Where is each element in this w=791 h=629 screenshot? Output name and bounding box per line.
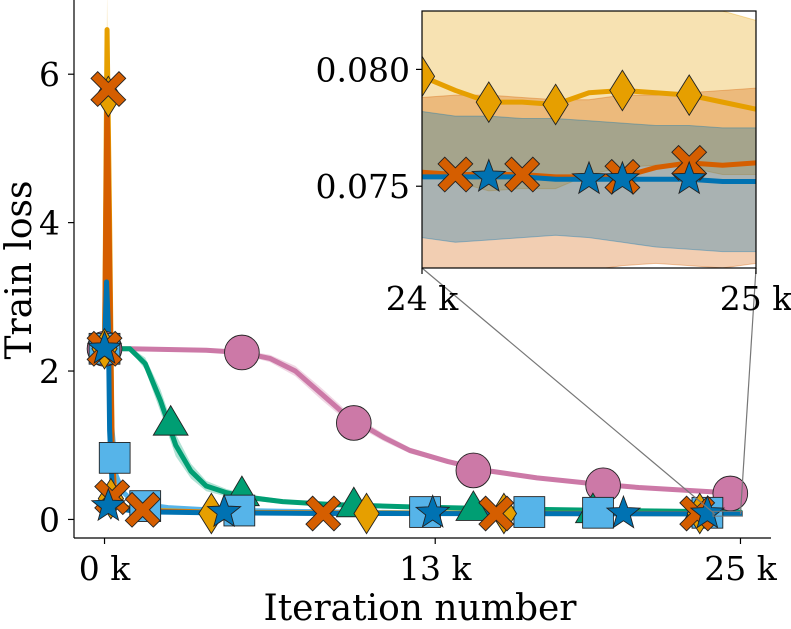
series-5-marker <box>86 330 123 364</box>
series-4-marker <box>478 495 515 532</box>
inset-series-2-marker <box>671 160 707 195</box>
inset-frame <box>421 10 757 269</box>
x-axis-label: Iteration number <box>263 588 577 629</box>
y-tick-label: 4 <box>39 204 60 243</box>
inset-series <box>422 11 756 268</box>
inset-ticks: 24 k 25 k 0.075 0.080 <box>316 50 791 318</box>
zoom-connector-right <box>739 267 757 515</box>
main-axes <box>73 0 771 539</box>
series-5-marker <box>605 494 642 529</box>
series-0-band <box>104 348 741 495</box>
x-tick-label: 25 k <box>704 549 777 588</box>
inset-series-0-marker <box>475 81 502 124</box>
series-5-marker <box>206 493 242 528</box>
inset-series-0-marker <box>676 74 703 117</box>
y-tick-label: 2 <box>39 352 60 391</box>
zoom-connector-left <box>421 267 716 515</box>
y-tick-label: 6 <box>39 55 60 94</box>
zoom-region-box <box>712 510 743 517</box>
series-0-marker <box>455 452 492 489</box>
series-4-marker <box>90 71 127 108</box>
x-tick-label: 13 k <box>399 549 472 588</box>
inset-series-2-marker <box>604 160 641 195</box>
inset-x-tick-label: 25 k <box>720 279 791 318</box>
inset-x-tick-label: 24 k <box>386 279 459 318</box>
y-tick-label: 0 <box>39 500 60 539</box>
series-3-marker <box>353 492 380 535</box>
main-ticks: 0 k 13 k 25 k 0 2 4 6 <box>39 55 778 588</box>
series-5-marker <box>414 494 451 528</box>
inset-plot-area: 24 k 25 k 0.075 0.080 <box>316 10 791 318</box>
series-2-marker <box>513 496 546 528</box>
series-0-marker <box>336 405 372 441</box>
inset-series-2-marker <box>471 158 507 192</box>
x-tick-label: 0 k <box>79 549 131 588</box>
series-0-line <box>102 346 743 496</box>
series-2-marker <box>582 496 614 529</box>
series-4-marker <box>305 495 342 532</box>
series-2-marker <box>98 442 131 474</box>
main-series-markers <box>86 71 749 535</box>
main-plot-area: 0 k 13 k 25 k 0 2 4 6 <box>39 0 778 588</box>
series-5-marker <box>90 487 127 522</box>
inset-series-0-marker <box>542 83 569 126</box>
inset-series-1-marker <box>437 156 474 193</box>
y-axis-label: Train loss <box>0 181 40 360</box>
inset-series-1-marker <box>504 156 541 193</box>
inset-series-0-marker <box>422 55 436 98</box>
inset-y-tick-label: 0.080 <box>316 50 410 89</box>
series-1-marker <box>152 404 189 436</box>
zoom-connector-lines <box>421 267 757 517</box>
series-0-marker <box>224 334 260 371</box>
inset-y-tick-label: 0.075 <box>316 167 410 206</box>
inset-series-2-marker <box>571 160 607 195</box>
series-5-marker <box>689 494 726 529</box>
inset-series-0-marker <box>609 69 636 112</box>
inset-background <box>422 11 756 268</box>
series-4-marker <box>124 491 161 528</box>
